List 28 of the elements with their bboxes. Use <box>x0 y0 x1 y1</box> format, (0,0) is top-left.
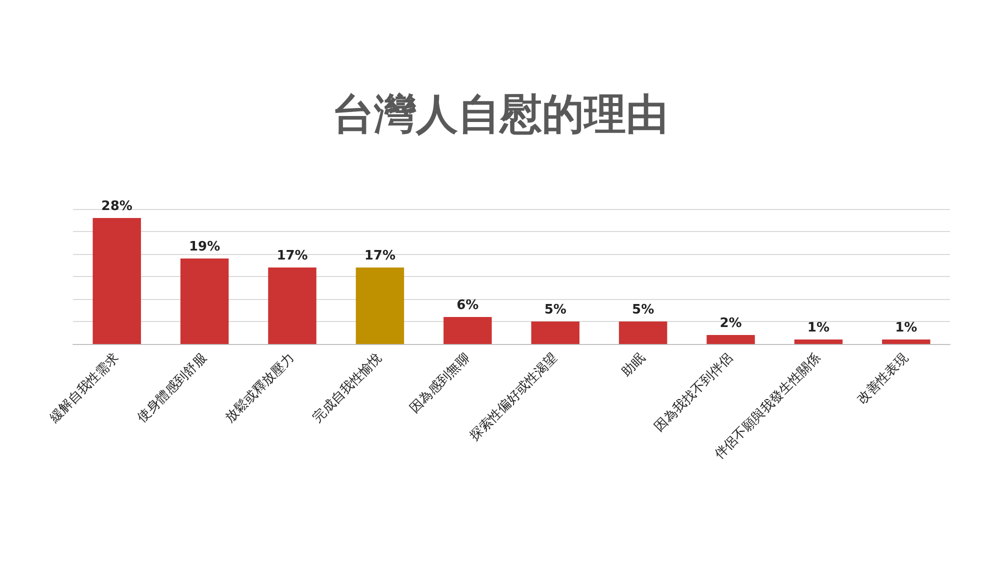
bar <box>794 340 843 344</box>
bar <box>882 340 930 344</box>
x-tick-label: 緩解自我性需求 <box>46 350 122 426</box>
data-label: 5% <box>632 302 654 318</box>
chart-title: 台灣人自慰的理由 <box>332 90 668 138</box>
data-label: 17% <box>364 248 396 264</box>
x-tick-label: 改善性表現 <box>854 350 912 408</box>
x-tick-label: 使身體感到舒服 <box>134 350 210 426</box>
x-tick-label: 完成自我性愉悅 <box>310 350 386 426</box>
data-label: 17% <box>276 248 308 264</box>
bar <box>444 317 492 344</box>
data-label: 6% <box>456 298 479 313</box>
data-label: 28% <box>101 199 132 214</box>
bar <box>92 218 141 344</box>
bar <box>531 322 580 344</box>
x-tick-label: 因為感到無聊 <box>407 350 473 416</box>
x-tick-label: 助眠 <box>619 350 648 380</box>
data-label: 19% <box>188 240 220 254</box>
data-label: 5% <box>544 302 566 318</box>
bar <box>356 268 404 344</box>
bar <box>618 322 668 344</box>
bar <box>268 268 316 344</box>
bar <box>706 335 755 344</box>
bar <box>180 258 229 344</box>
data-label: 1% <box>895 320 918 336</box>
data-label: 1% <box>807 320 830 336</box>
data-label: 2% <box>720 316 742 331</box>
x-tick-label: 放鬆或釋放壓力 <box>222 350 298 426</box>
